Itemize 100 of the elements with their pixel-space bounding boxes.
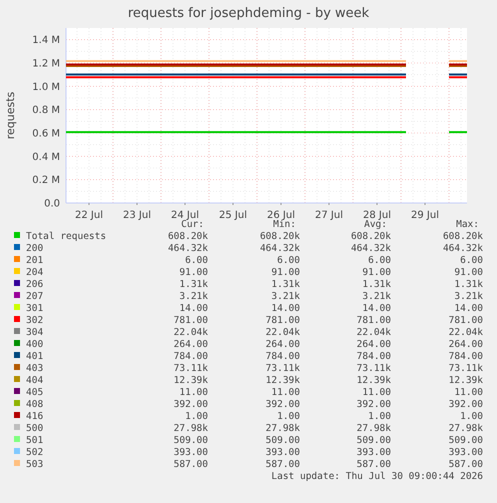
text: 12.39k bbox=[356, 375, 391, 386]
legend-label: 200 bbox=[26, 243, 44, 254]
legend-label: 400 bbox=[26, 339, 44, 350]
legend-label: 503 bbox=[26, 459, 44, 470]
legend-label: 304 bbox=[26, 327, 44, 338]
y-tick-label: 0.2 M bbox=[32, 175, 60, 186]
legend-label: Total requests bbox=[26, 231, 106, 242]
text: 608.20k bbox=[442, 231, 483, 242]
text: 12.39k bbox=[174, 375, 208, 386]
text: 73.11k bbox=[266, 363, 300, 374]
x-tick-label: 22 Jul bbox=[75, 210, 103, 221]
text: 784.00 bbox=[356, 351, 391, 362]
text: 91.00 bbox=[362, 267, 391, 278]
text: 393.00 bbox=[266, 447, 300, 458]
text: 22.04k bbox=[356, 327, 391, 338]
text: 509.00 bbox=[356, 435, 391, 446]
legend-label: 206 bbox=[26, 279, 44, 290]
y-tick-label: 0.8 M bbox=[32, 105, 60, 116]
text: 264.00 bbox=[174, 339, 208, 350]
text: 27.98k bbox=[266, 423, 300, 434]
text: Cur: bbox=[181, 219, 204, 230]
text: Last update: Thu Jul 30 09:00:44 2026 bbox=[271, 471, 484, 482]
text: 264.00 bbox=[266, 339, 300, 350]
x-tick-label: 29 Jul bbox=[411, 210, 439, 221]
x-tick-label: 24 Jul bbox=[171, 210, 199, 221]
text: 509.00 bbox=[448, 435, 483, 446]
text: 6.00 bbox=[277, 255, 300, 266]
legend-label: 404 bbox=[26, 375, 44, 386]
legend-label: 405 bbox=[26, 387, 44, 398]
text: 3.21k bbox=[362, 291, 391, 302]
text: 587.00 bbox=[266, 459, 300, 470]
y-tick-label: 0.0 bbox=[44, 198, 60, 210]
text: 392.00 bbox=[174, 399, 208, 410]
text: 1.31k bbox=[454, 279, 483, 290]
text: 509.00 bbox=[174, 435, 208, 446]
text: 608.20k bbox=[260, 231, 300, 242]
legend-label: 502 bbox=[26, 447, 44, 458]
text: Min: bbox=[273, 219, 296, 230]
x-tick-label: 28 Jul bbox=[363, 210, 391, 221]
chart-title: requests for josephdeming - by week bbox=[128, 6, 370, 21]
x-tick-label: 26 Jul bbox=[267, 210, 295, 221]
x-tick-label: 25 Jul bbox=[219, 210, 247, 221]
text: 12.39k bbox=[266, 375, 300, 386]
text: 6.00 bbox=[460, 255, 483, 266]
x-tick-label: 27 Jul bbox=[315, 210, 343, 221]
legend-label: 408 bbox=[26, 399, 44, 410]
legend-label: 500 bbox=[26, 423, 44, 434]
text: 1.00 bbox=[368, 411, 391, 422]
text: 11.00 bbox=[362, 387, 391, 398]
legend-label: 204 bbox=[26, 267, 44, 278]
text: 392.00 bbox=[266, 399, 300, 410]
text: 781.00 bbox=[448, 315, 483, 326]
text: 781.00 bbox=[174, 315, 208, 326]
text: 392.00 bbox=[448, 399, 483, 410]
legend-label: 302 bbox=[26, 315, 44, 326]
text: 464.32k bbox=[260, 243, 300, 254]
text: 11.00 bbox=[271, 387, 300, 398]
legend-label: 401 bbox=[26, 351, 44, 362]
legend-label: 301 bbox=[26, 303, 44, 314]
legend-label: 201 bbox=[26, 255, 44, 266]
text: 608.20k bbox=[350, 231, 391, 242]
text: 14.00 bbox=[362, 303, 391, 314]
text: 27.98k bbox=[174, 423, 208, 434]
y-tick-label: 1.4 M bbox=[32, 35, 60, 46]
text: 91.00 bbox=[454, 267, 483, 278]
text: 784.00 bbox=[448, 351, 483, 362]
text: 22.04k bbox=[174, 327, 208, 338]
text: 12.39k bbox=[448, 375, 483, 386]
text: 587.00 bbox=[174, 459, 208, 470]
text: 781.00 bbox=[356, 315, 391, 326]
text: 73.11k bbox=[174, 363, 208, 374]
y-tick-label: 1.0 M bbox=[32, 82, 60, 93]
x-tick-label: 23 Jul bbox=[123, 210, 151, 221]
text: 6.00 bbox=[185, 255, 208, 266]
text: 14.00 bbox=[179, 303, 208, 314]
text: 6.00 bbox=[368, 255, 391, 266]
text: 264.00 bbox=[356, 339, 391, 350]
text: 587.00 bbox=[356, 459, 391, 470]
text: 464.32k bbox=[350, 243, 391, 254]
text: 11.00 bbox=[179, 387, 208, 398]
text: 3.21k bbox=[454, 291, 483, 302]
text: 608.20k bbox=[168, 231, 208, 242]
text: 22.04k bbox=[448, 327, 483, 338]
text: 509.00 bbox=[266, 435, 300, 446]
text: 1.00 bbox=[460, 411, 483, 422]
text: 781.00 bbox=[266, 315, 300, 326]
text: 3.21k bbox=[271, 291, 300, 302]
legend-label: 207 bbox=[26, 291, 44, 302]
text: 1.31k bbox=[271, 279, 300, 290]
text: 91.00 bbox=[271, 267, 300, 278]
text: 393.00 bbox=[356, 447, 391, 458]
text: 73.11k bbox=[448, 363, 483, 374]
y-tick-label: 1.2 M bbox=[32, 58, 60, 70]
text: Avg: bbox=[364, 219, 387, 230]
text: 27.98k bbox=[356, 423, 391, 434]
text: 1.00 bbox=[185, 411, 208, 422]
y-tick-label: 0.6 M bbox=[32, 128, 60, 140]
legend-label: 403 bbox=[26, 363, 44, 374]
text: 393.00 bbox=[174, 447, 208, 458]
text: 22.04k bbox=[266, 327, 300, 338]
